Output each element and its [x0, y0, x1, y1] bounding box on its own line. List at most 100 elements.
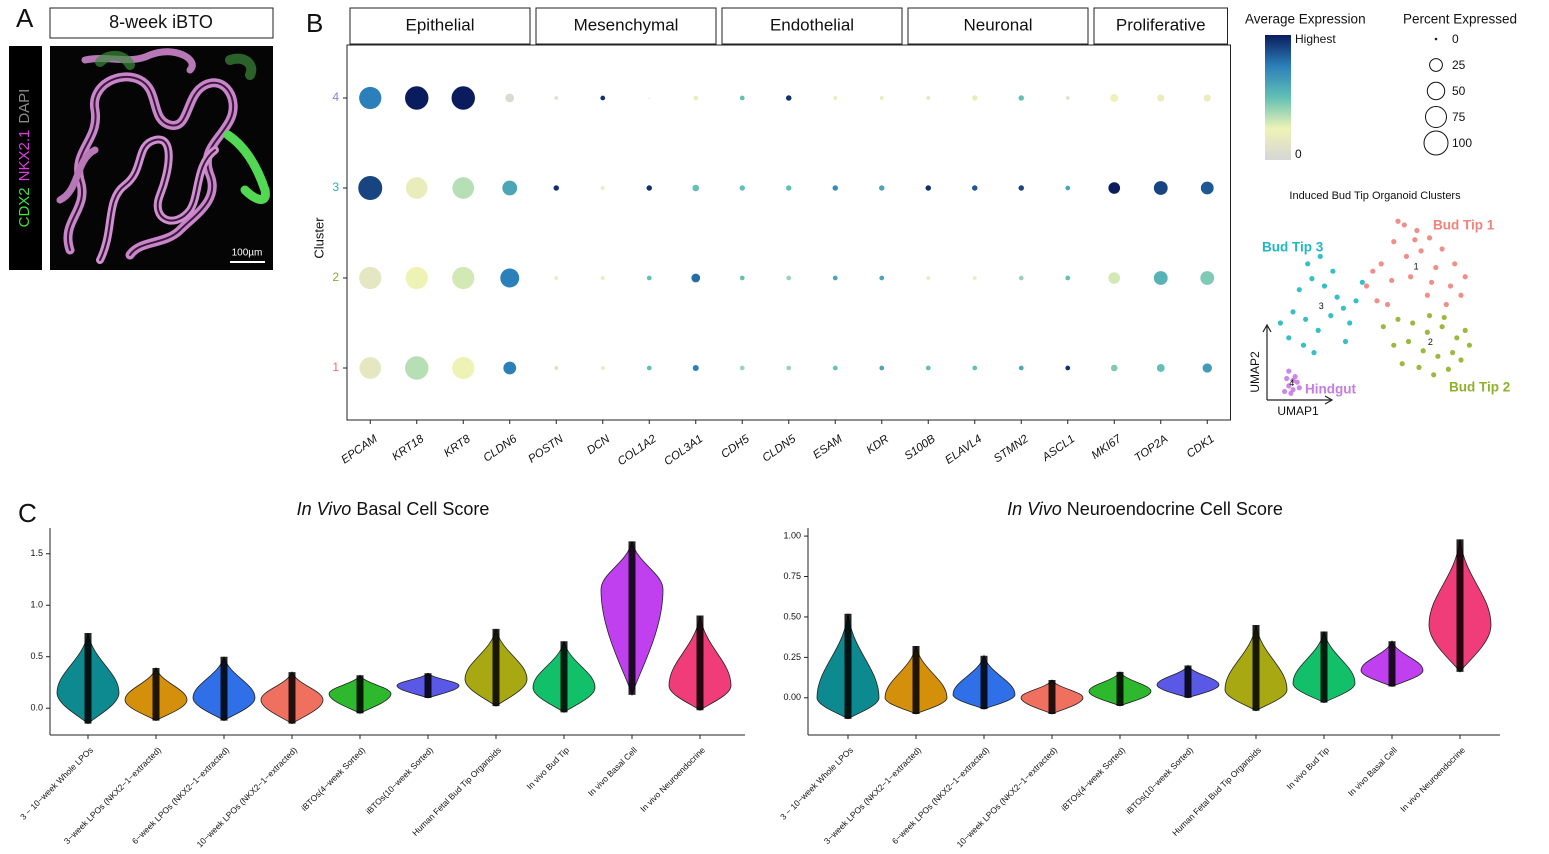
- cluster-id: 3: [1319, 301, 1324, 311]
- cluster-id: 4: [1289, 378, 1294, 388]
- gene-label: CDK1: [1185, 433, 1217, 460]
- dot: [554, 185, 559, 190]
- size-key-label: 0: [1452, 32, 1459, 46]
- dot: [359, 267, 381, 289]
- umap-point: [1433, 265, 1438, 270]
- umap-point: [1282, 389, 1287, 394]
- y-tick-label: 1.00: [783, 530, 801, 540]
- cluster-label: Bud Tip 3: [1262, 240, 1324, 255]
- gene-label: KDR: [864, 433, 891, 457]
- group-header: Epithelial: [406, 15, 475, 34]
- umap-point: [1341, 306, 1346, 311]
- gene-label: ESAM: [811, 433, 845, 462]
- x-tick-label: iBTOs(4−week Sorted): [299, 745, 367, 813]
- y-tick-label: 0.50: [783, 611, 801, 621]
- dot: [1203, 363, 1212, 372]
- umap-point: [1391, 239, 1396, 244]
- title-part: In Vivo: [297, 499, 352, 519]
- umap-title: Induced Bud Tip Organoid Clusters: [1289, 190, 1461, 202]
- dot: [601, 276, 605, 280]
- y-tick-label: 0.5: [30, 651, 43, 661]
- dot: [1066, 96, 1070, 100]
- umap-point: [1467, 343, 1472, 348]
- dot: [406, 177, 428, 199]
- umap-point: [1328, 313, 1333, 318]
- umap-point: [1406, 339, 1411, 344]
- umap-point: [1379, 261, 1384, 266]
- umap-point: [1301, 343, 1306, 348]
- legend-title: Average Expression: [1245, 12, 1366, 27]
- x-tick-label: In vivo Basal Cell: [1346, 745, 1399, 798]
- cluster-label: Bud Tip 1: [1433, 218, 1495, 233]
- x-tick-label: In vivo Bud Tip: [1285, 745, 1332, 792]
- dot: [1154, 271, 1168, 285]
- umap-point: [1286, 369, 1291, 374]
- umap-point: [1421, 348, 1426, 353]
- umap-point: [1452, 261, 1457, 266]
- size-key: [1435, 38, 1437, 40]
- umap-point: [1395, 317, 1400, 322]
- gene-label: DCN: [585, 433, 613, 458]
- size-key: [1424, 131, 1448, 155]
- dot: [691, 274, 700, 283]
- dot: [1157, 94, 1164, 101]
- umap-point: [1322, 283, 1327, 288]
- x-tick-label: iBTOs(10−week Sorted): [364, 745, 435, 816]
- y-tick-label: 1.0: [30, 600, 43, 610]
- umap-point: [1463, 274, 1468, 279]
- dot: [833, 96, 837, 100]
- dot: [740, 366, 745, 371]
- umap-point: [1425, 293, 1430, 298]
- umap-point: [1391, 343, 1396, 348]
- page: {"panel_labels": ["A", "B", "C"], "image…: [0, 0, 1549, 854]
- cluster-id: 1: [1414, 261, 1419, 271]
- umap-point: [1463, 328, 1468, 333]
- size-key-label: 100: [1452, 136, 1472, 150]
- dot: [833, 276, 838, 281]
- y-tick-label: 0.0: [30, 703, 43, 713]
- umap-point: [1454, 335, 1459, 340]
- gene-label: KRT8: [442, 433, 473, 460]
- dot: [503, 362, 516, 375]
- umap-point: [1440, 246, 1445, 251]
- umap-point: [1446, 367, 1451, 372]
- dot: [1019, 95, 1024, 100]
- dot: [647, 185, 652, 190]
- y-tick-label: 4: [332, 90, 339, 104]
- umap-point: [1458, 293, 1463, 298]
- dot: [405, 356, 428, 379]
- umap-point: [1353, 298, 1358, 303]
- dot: [926, 96, 930, 100]
- dot: [879, 185, 884, 190]
- gene-label: CLDN5: [760, 433, 798, 465]
- dot: [1201, 182, 1214, 195]
- axis-title: UMAP2: [1248, 351, 1262, 393]
- umap-point: [1458, 357, 1463, 362]
- dot: [1065, 366, 1070, 371]
- dot: [786, 95, 791, 100]
- channel-label: DAPI: [16, 89, 33, 124]
- cluster-label: Bud Tip 2: [1449, 380, 1510, 395]
- umap-point: [1412, 237, 1417, 242]
- title-part: In Vivo: [1007, 499, 1062, 519]
- dot: [692, 185, 699, 192]
- umap-point: [1404, 254, 1409, 259]
- color-tick-label: Highest: [1295, 32, 1336, 46]
- umap-point: [1343, 339, 1348, 344]
- figure: A B C 8-week iBTO CDX2NKX2.1DAPI 100µm E…: [0, 0, 1549, 854]
- umap-point: [1414, 228, 1419, 233]
- x-tick-label: iBTOs(10−week Sorted): [1124, 745, 1195, 816]
- dot: [786, 366, 791, 371]
- umap-point: [1318, 254, 1323, 259]
- umap-point: [1400, 361, 1405, 366]
- dot: [502, 181, 517, 196]
- y-tick-label: 0.25: [783, 652, 801, 662]
- dot: [972, 366, 977, 371]
- dot: [500, 269, 519, 288]
- color-tick-label: 0: [1295, 147, 1302, 161]
- dot: [973, 276, 977, 280]
- gene-label: CDH5: [719, 433, 752, 461]
- size-key: [1426, 107, 1447, 128]
- gene-label: EPCAM: [339, 433, 380, 467]
- dot: [740, 185, 745, 190]
